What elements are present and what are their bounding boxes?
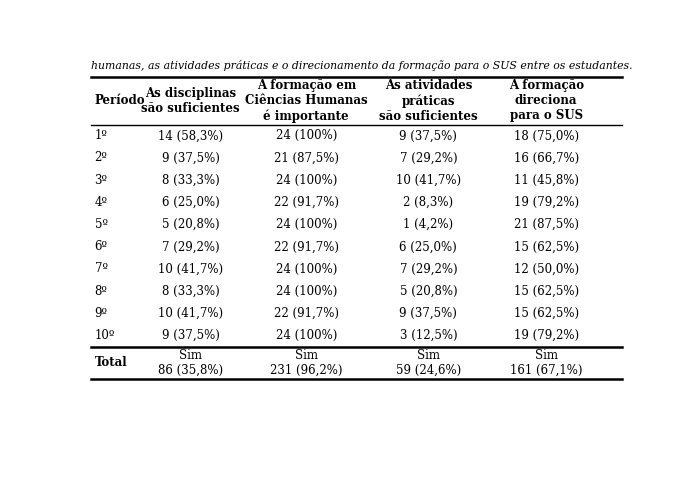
- Text: 6º: 6º: [95, 240, 108, 253]
- Text: 9 (37,5%): 9 (37,5%): [400, 129, 457, 142]
- Text: 10 (41,7%): 10 (41,7%): [158, 307, 223, 320]
- Text: 2º: 2º: [95, 152, 107, 165]
- Text: 5º: 5º: [95, 218, 108, 231]
- Text: 24 (100%): 24 (100%): [276, 329, 337, 342]
- Text: 3º: 3º: [95, 173, 108, 187]
- Text: 22 (91,7%): 22 (91,7%): [274, 307, 339, 320]
- Text: 24 (100%): 24 (100%): [276, 173, 337, 187]
- Text: 5 (20,8%): 5 (20,8%): [161, 218, 219, 231]
- Text: Sim
231 (96,2%): Sim 231 (96,2%): [270, 349, 342, 377]
- Text: 15 (62,5%): 15 (62,5%): [514, 307, 579, 320]
- Text: 4º: 4º: [95, 196, 108, 209]
- Text: 14 (58,3%): 14 (58,3%): [158, 129, 223, 142]
- Text: 24 (100%): 24 (100%): [276, 262, 337, 275]
- Text: As atividades
práticas
são suficientes: As atividades práticas são suficientes: [379, 79, 477, 123]
- Text: 21 (87,5%): 21 (87,5%): [514, 218, 578, 231]
- Text: 22 (91,7%): 22 (91,7%): [274, 240, 339, 253]
- Text: 19 (79,2%): 19 (79,2%): [514, 329, 579, 342]
- Text: 15 (62,5%): 15 (62,5%): [514, 285, 579, 298]
- Text: A formação
direciona
para o SUS: A formação direciona para o SUS: [509, 80, 584, 122]
- Text: 7 (29,2%): 7 (29,2%): [161, 240, 219, 253]
- Text: 24 (100%): 24 (100%): [276, 129, 337, 142]
- Text: 9 (37,5%): 9 (37,5%): [161, 329, 219, 342]
- Text: 10º: 10º: [95, 329, 115, 342]
- Text: 9 (37,5%): 9 (37,5%): [161, 152, 219, 165]
- Text: 6 (25,0%): 6 (25,0%): [161, 196, 219, 209]
- Text: humanas, as atividades práticas e o direcionamento da formação para o SUS entre : humanas, as atividades práticas e o dire…: [91, 61, 633, 72]
- Text: 18 (75,0%): 18 (75,0%): [514, 129, 579, 142]
- Text: 16 (66,7%): 16 (66,7%): [514, 152, 579, 165]
- Text: 15 (62,5%): 15 (62,5%): [514, 240, 579, 253]
- Text: 8 (33,3%): 8 (33,3%): [161, 285, 219, 298]
- Text: 6 (25,0%): 6 (25,0%): [400, 240, 457, 253]
- Text: 9 (37,5%): 9 (37,5%): [400, 307, 457, 320]
- Text: 24 (100%): 24 (100%): [276, 218, 337, 231]
- Text: 3 (12,5%): 3 (12,5%): [400, 329, 457, 342]
- Text: 21 (87,5%): 21 (87,5%): [274, 152, 339, 165]
- Text: Total: Total: [95, 356, 127, 369]
- Text: 5 (20,8%): 5 (20,8%): [400, 285, 457, 298]
- Text: Sim
161 (67,1%): Sim 161 (67,1%): [510, 349, 583, 377]
- Text: 22 (91,7%): 22 (91,7%): [274, 196, 339, 209]
- Text: Sim
86 (35,8%): Sim 86 (35,8%): [158, 349, 223, 377]
- Text: 7º: 7º: [95, 262, 108, 275]
- Text: 1 (4,2%): 1 (4,2%): [403, 218, 453, 231]
- Text: 7 (29,2%): 7 (29,2%): [400, 152, 457, 165]
- Text: A formação em
Ciências Humanas
é importante: A formação em Ciências Humanas é importa…: [245, 79, 367, 123]
- Text: 24 (100%): 24 (100%): [276, 285, 337, 298]
- Text: Período: Período: [95, 94, 145, 107]
- Text: As disciplinas
são suficientes: As disciplinas são suficientes: [141, 87, 240, 115]
- Text: 2 (8,3%): 2 (8,3%): [403, 196, 453, 209]
- Text: 10 (41,7%): 10 (41,7%): [396, 173, 461, 187]
- Text: 19 (79,2%): 19 (79,2%): [514, 196, 579, 209]
- Text: 1º: 1º: [95, 129, 107, 142]
- Text: 9º: 9º: [95, 307, 108, 320]
- Text: 7 (29,2%): 7 (29,2%): [400, 262, 457, 275]
- Text: 12 (50,0%): 12 (50,0%): [514, 262, 579, 275]
- Text: 11 (45,8%): 11 (45,8%): [514, 173, 578, 187]
- Text: 10 (41,7%): 10 (41,7%): [158, 262, 223, 275]
- Text: 8º: 8º: [95, 285, 107, 298]
- Text: 8 (33,3%): 8 (33,3%): [161, 173, 219, 187]
- Text: Sim
59 (24,6%): Sim 59 (24,6%): [396, 349, 461, 377]
